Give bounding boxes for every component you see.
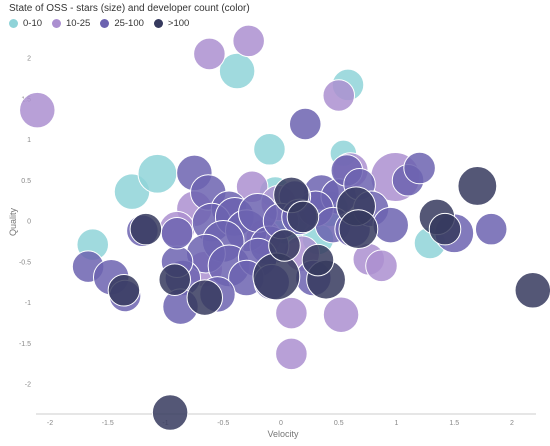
data-point-100[interactable]: [301, 243, 335, 277]
data-point-100[interactable]: [428, 212, 462, 246]
x-tick-label: -2: [47, 420, 53, 427]
data-point-100[interactable]: [457, 166, 498, 206]
data-point-100[interactable]: [107, 274, 141, 307]
legend-item-10-25[interactable]: 10-25: [52, 18, 90, 29]
legend-label-10-25: 10-25: [66, 18, 91, 29]
x-tick-label: 2: [510, 420, 514, 427]
legend-swatch-10-25: [52, 19, 62, 28]
data-point-100[interactable]: [286, 200, 320, 234]
x-tick-label: 1: [395, 420, 399, 427]
y-tick-label: -1.5: [19, 341, 31, 348]
y-axis-label: Quality: [8, 207, 18, 236]
legend-swatch-25-100: [100, 19, 110, 28]
legend-swatch-over-100: [153, 19, 163, 28]
data-point-100[interactable]: [252, 252, 301, 301]
data-point-10-25[interactable]: [19, 91, 56, 129]
data-point-25-100[interactable]: [288, 107, 322, 141]
y-tick-label: -2: [25, 382, 31, 389]
data-point-25-100[interactable]: [160, 216, 194, 250]
data-point-100[interactable]: [338, 209, 379, 250]
y-tick-label: 2: [27, 56, 31, 63]
x-tick-label: -0.5: [217, 420, 229, 427]
data-point-25-100[interactable]: [474, 212, 508, 246]
legend-item-25-100[interactable]: 25-100: [100, 18, 144, 29]
points-layer: [19, 24, 550, 431]
y-tick-label: -0.5: [19, 259, 31, 266]
data-point-100[interactable]: [158, 263, 192, 296]
data-point-10-25[interactable]: [365, 249, 398, 283]
data-point-100[interactable]: [129, 212, 163, 246]
x-tick-label: 1.5: [449, 420, 459, 427]
data-point-0-10[interactable]: [137, 153, 178, 194]
data-point-100[interactable]: [186, 279, 224, 316]
axes-layer: -2-1.5-1-0.500.511.5221.510.50-0.5-1-1.5…: [19, 56, 536, 427]
data-point-10-25[interactable]: [193, 37, 226, 71]
data-point-10-25[interactable]: [275, 296, 308, 330]
y-tick-label: 0.5: [21, 178, 31, 185]
data-point-10-25[interactable]: [322, 79, 356, 112]
legend-label-25-100: 25-100: [114, 18, 144, 29]
data-point-100[interactable]: [514, 272, 550, 309]
data-point-100[interactable]: [151, 394, 189, 431]
data-point-0-10[interactable]: [218, 52, 256, 90]
data-point-10-25[interactable]: [322, 296, 360, 333]
data-point-25-100[interactable]: [403, 151, 436, 185]
y-tick-label: 1: [27, 137, 31, 144]
data-point-10-25[interactable]: [275, 337, 308, 371]
data-point-0-10[interactable]: [253, 133, 286, 166]
y-tick-label: -1: [25, 300, 31, 307]
x-tick-label: 0: [279, 420, 283, 427]
data-point-100[interactable]: [268, 229, 301, 262]
legend-item-0-10[interactable]: 0-10: [9, 18, 42, 29]
data-point-25-100[interactable]: [372, 206, 409, 244]
chart-title: State of OSS - stars (size) and develope…: [9, 3, 250, 14]
x-tick-label: 0.5: [334, 420, 344, 427]
x-tick-label: -1.5: [102, 420, 114, 427]
legend-label-over-100: >100: [167, 18, 190, 29]
legend-swatch-0-10: [9, 19, 18, 28]
legend-item-over-100[interactable]: >100: [153, 18, 190, 29]
x-axis-label: Velocity: [267, 429, 299, 439]
y-tick-label: 0: [27, 219, 31, 226]
data-point-10-25[interactable]: [232, 24, 265, 58]
chart-legend: 0-10 10-25 25-100 >100: [9, 18, 189, 29]
legend-label-0-10: 0-10: [23, 18, 43, 29]
